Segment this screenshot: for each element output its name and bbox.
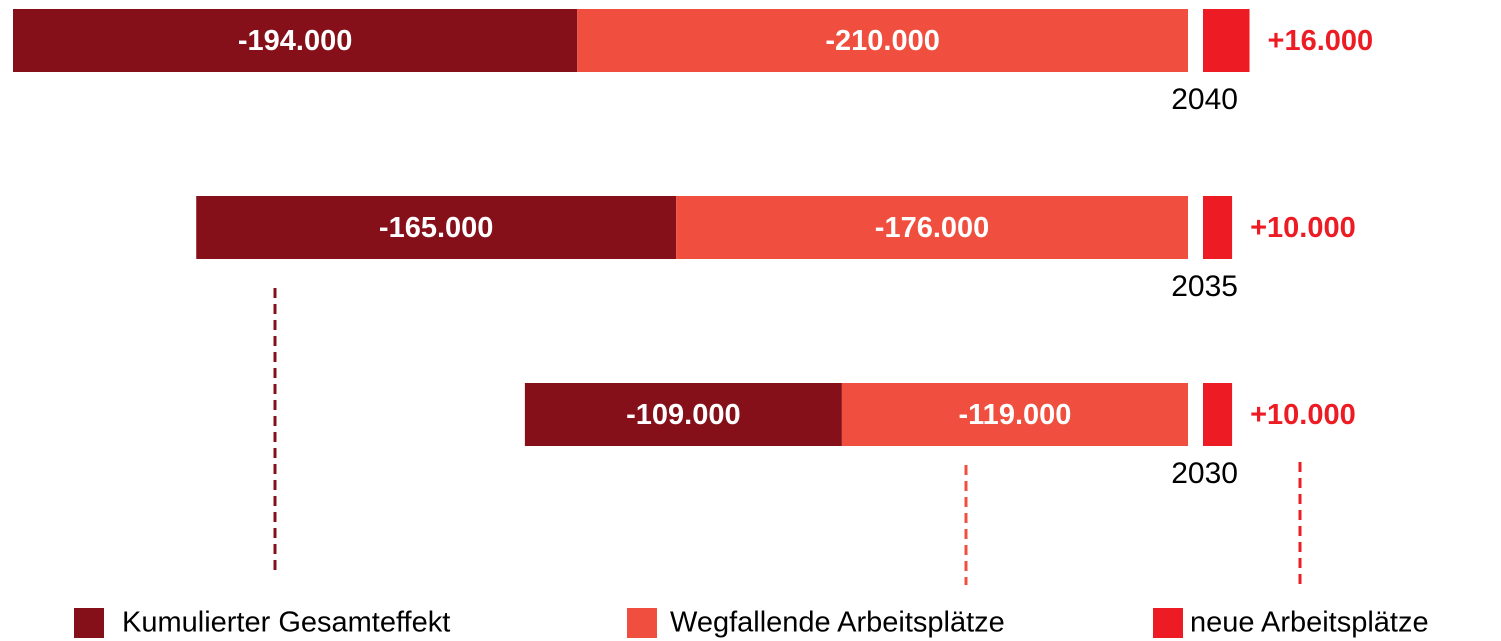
bar (1203, 9, 1250, 72)
legend-swatch (74, 608, 104, 638)
value-label: -176.000 (875, 212, 990, 244)
legend-label: Wegfallende Arbeitsplätze (670, 607, 1005, 639)
bar (524, 383, 842, 446)
bar (13, 9, 578, 72)
value-label: +10.000 (1250, 212, 1356, 244)
value-label: +10.000 (1250, 399, 1356, 431)
category-label: 2035 (1171, 270, 1238, 303)
value-label: +16.000 (1268, 25, 1374, 57)
bar (196, 196, 677, 259)
value-label: -194.000 (238, 25, 353, 57)
legend-swatch (1153, 608, 1183, 638)
bar (1203, 196, 1233, 259)
value-label: -119.000 (959, 399, 1072, 431)
value-label: -210.000 (825, 25, 940, 57)
legend-label: neue Arbeitsplätze (1190, 607, 1429, 639)
bar (841, 383, 1188, 446)
bar (1203, 383, 1233, 446)
category-label: 2040 (1171, 83, 1238, 116)
legend-label: Kumulierter Gesamteffekt (122, 607, 450, 639)
value-label: -165.000 (379, 212, 494, 244)
category-label: 2030 (1171, 457, 1238, 490)
value-label: -109.000 (626, 399, 741, 431)
bar (577, 9, 1188, 72)
bar (676, 196, 1188, 259)
legend-swatch (627, 608, 657, 638)
